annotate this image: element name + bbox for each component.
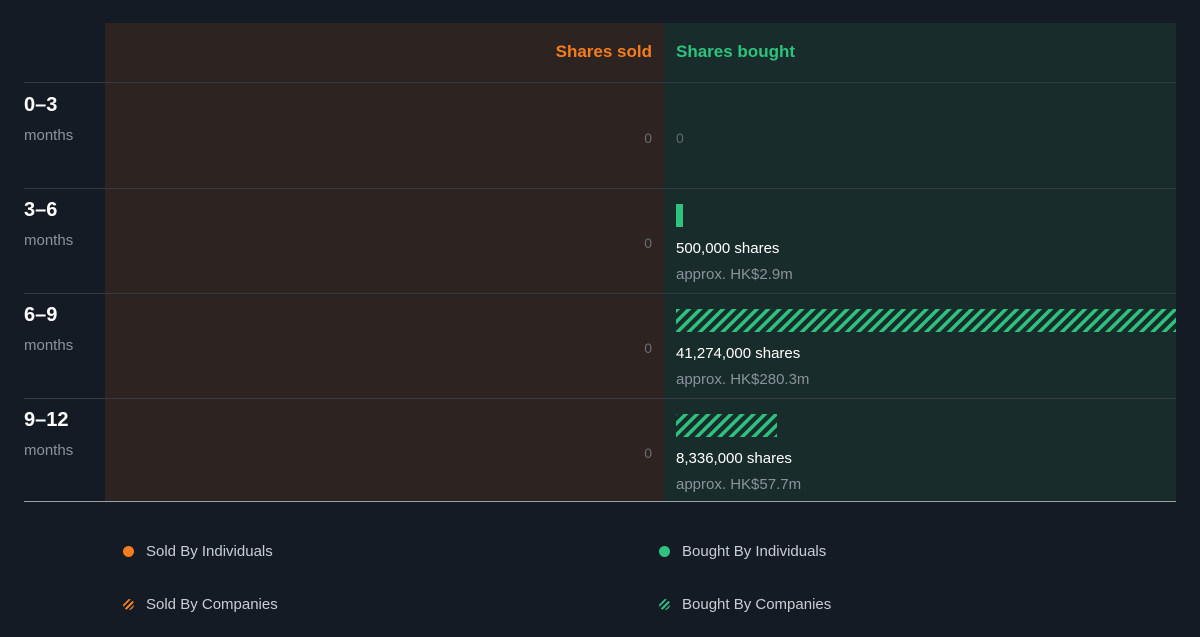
solid-dot-icon	[659, 545, 670, 557]
legend-bought-individuals: Bought By Individuals	[659, 541, 826, 561]
sold-panel-background	[105, 23, 664, 502]
bought-bar	[676, 414, 777, 437]
insider-trading-chart: Shares sold Shares bought 0–3 months 0 0 3–6…	[24, 23, 1176, 502]
period-range-label: 6–9	[24, 304, 57, 326]
legend-sold-companies: Sold By Companies	[123, 594, 278, 614]
bought-header: Shares bought	[676, 42, 795, 61]
period-range-label: 3–6	[24, 199, 57, 221]
hatched-dot-icon	[123, 598, 134, 610]
period-unit-label: months	[24, 337, 73, 354]
sold-value-label: 0	[644, 340, 652, 356]
sold-value-label: 0	[644, 130, 652, 146]
legend-label: Sold By Individuals	[146, 542, 273, 560]
legend-label: Bought By Individuals	[682, 542, 827, 560]
sold-header: Shares sold	[556, 42, 652, 61]
period-unit-label: months	[24, 232, 73, 249]
bought-shares-label: 8,336,000 shares	[676, 450, 792, 467]
bought-shares-label: 500,000 shares	[676, 240, 779, 257]
bought-shares-label: 41,274,000 shares	[676, 345, 800, 362]
period-unit-label: months	[24, 442, 73, 459]
bought-value-label: approx. HK$280.3m	[676, 371, 809, 388]
bought-value-label: 0	[676, 130, 684, 146]
bought-bar	[676, 309, 1176, 332]
solid-dot-icon	[123, 545, 134, 557]
bought-value-label: approx. HK$2.9m	[676, 266, 793, 283]
period-unit-label: months	[24, 127, 73, 144]
period-range-label: 0–3	[24, 94, 57, 116]
hatched-dot-icon	[659, 598, 670, 610]
bought-bar	[676, 204, 683, 227]
bought-value-label: approx. HK$57.7m	[676, 476, 801, 493]
period-range-label: 9–12	[24, 409, 69, 431]
legend-label: Bought By Companies	[682, 595, 832, 613]
legend-sold-individuals: Sold By Individuals	[123, 541, 273, 561]
sold-value-label: 0	[644, 235, 652, 251]
sold-value-label: 0	[644, 445, 652, 461]
legend-bought-companies: Bought By Companies	[659, 594, 831, 614]
legend-label: Sold By Companies	[146, 595, 278, 613]
